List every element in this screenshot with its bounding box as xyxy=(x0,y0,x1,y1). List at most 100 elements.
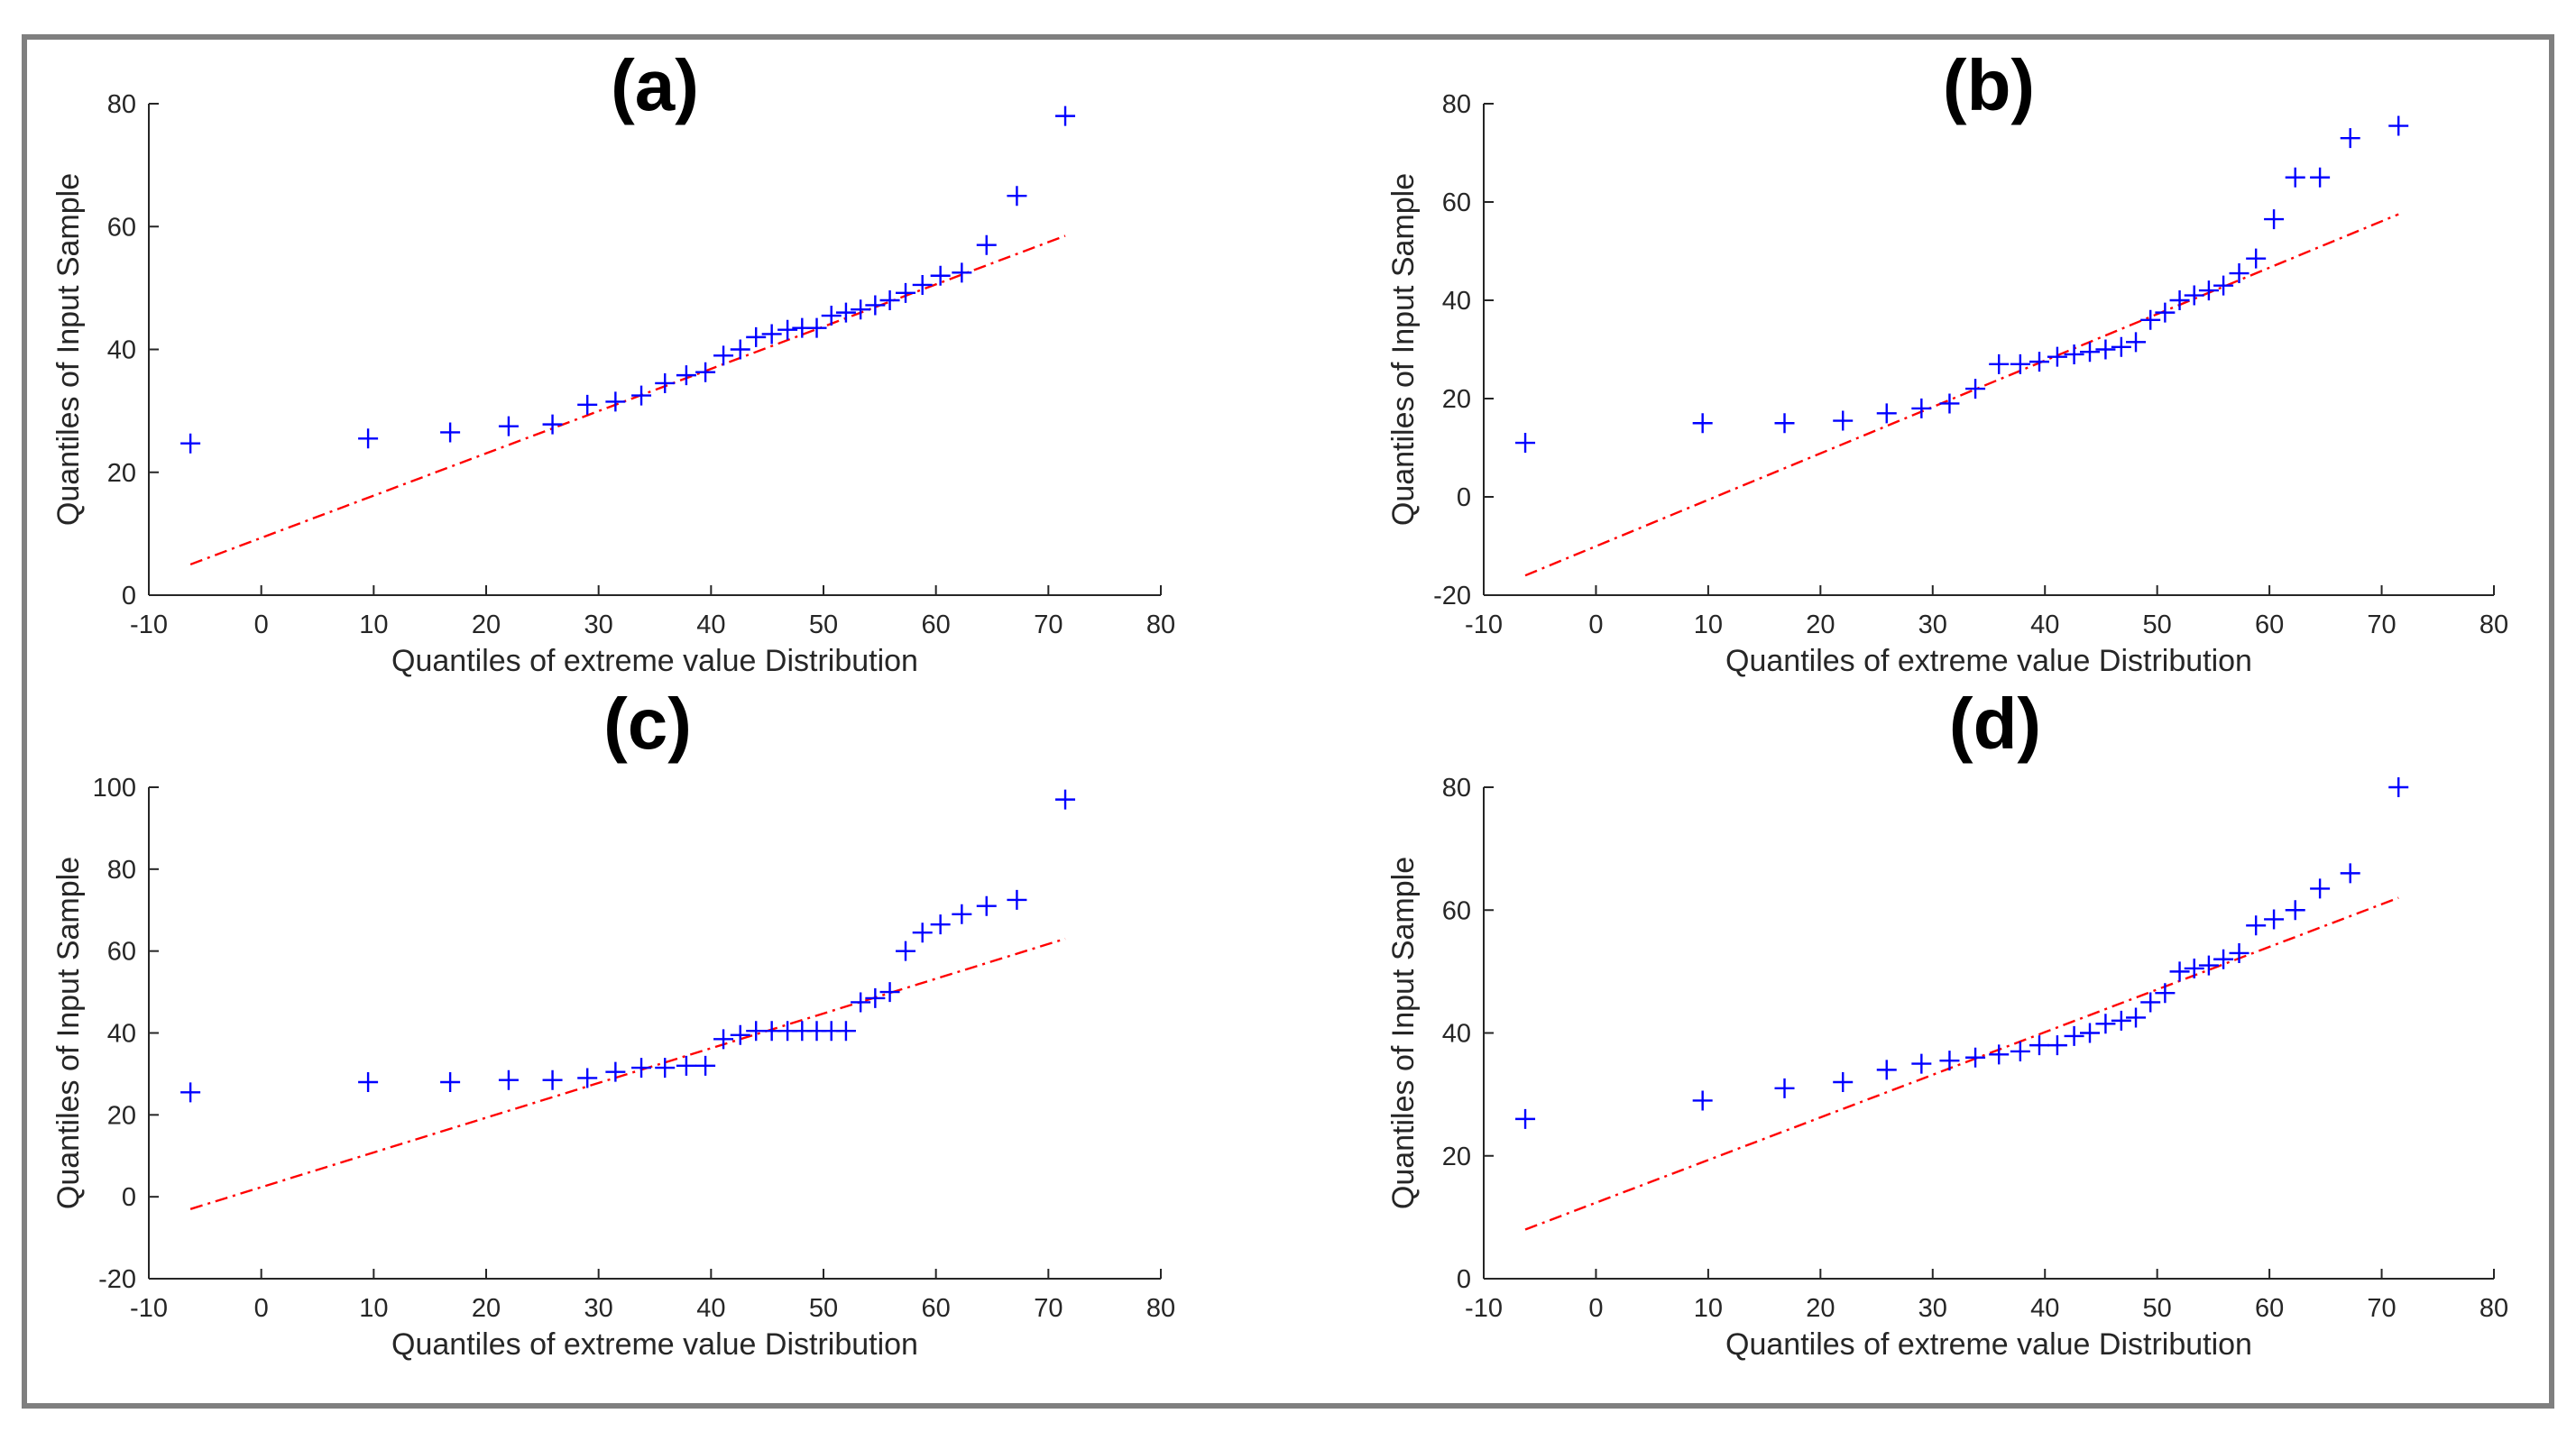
panel-title: (a) xyxy=(611,45,699,125)
y-tick-label: 20 xyxy=(1442,385,1471,414)
y-tick-label: 20 xyxy=(1442,1143,1471,1171)
data-point-marker xyxy=(577,394,598,415)
data-point-marker xyxy=(1939,393,1960,414)
data-point-marker xyxy=(1833,410,1854,431)
data-point-marker xyxy=(865,295,886,316)
data-point-marker xyxy=(976,895,997,916)
data-point-marker xyxy=(1692,413,1713,434)
data-point-marker xyxy=(912,274,933,295)
data-point-marker xyxy=(498,1069,519,1090)
data-point-marker xyxy=(2340,128,2360,149)
data-point-marker xyxy=(180,1082,201,1103)
data-point-marker xyxy=(1965,1047,1986,1068)
data-point-marker xyxy=(2029,1035,2049,1056)
x-tick-label: 20 xyxy=(472,610,501,639)
data-point-marker xyxy=(1989,353,2010,374)
data-point-marker xyxy=(952,904,972,924)
y-tick-label: 60 xyxy=(1442,188,1471,217)
x-tick-label: 80 xyxy=(2479,1294,2508,1323)
data-point-marker xyxy=(676,1055,696,1076)
x-tick-label: 30 xyxy=(1918,610,1947,639)
x-tick-label: -10 xyxy=(1465,610,1503,639)
data-point-marker xyxy=(896,282,916,303)
y-tick-label: 80 xyxy=(107,90,136,119)
y-axis-label: Quantiles of Input Sample xyxy=(1386,857,1421,1209)
x-tick-label: -10 xyxy=(1465,1294,1503,1323)
x-tick-label: 40 xyxy=(2030,1294,2059,1323)
y-tick-label: 40 xyxy=(107,336,136,365)
x-tick-label: 10 xyxy=(359,1294,388,1323)
figure-frame xyxy=(22,34,2554,1409)
data-point-marker xyxy=(2095,1014,2116,1034)
x-axis-label: Quantiles of extreme value Distribution xyxy=(391,1327,918,1362)
data-point-marker xyxy=(777,319,798,340)
panel-title: (d) xyxy=(1949,684,2041,764)
x-tick-label: 10 xyxy=(1694,1294,1723,1323)
x-tick-label: -10 xyxy=(130,1294,168,1323)
x-tick-label: 50 xyxy=(2143,610,2172,639)
data-point-marker xyxy=(631,385,652,406)
data-point-marker xyxy=(1876,403,1897,424)
data-point-marker xyxy=(1876,1060,1897,1080)
y-tick-label: 60 xyxy=(107,938,136,967)
y-tick-label: 60 xyxy=(107,213,136,242)
data-point-marker xyxy=(2140,309,2161,330)
data-point-marker xyxy=(695,1055,716,1076)
x-tick-label: 60 xyxy=(2255,610,2284,639)
data-point-marker xyxy=(1833,1072,1854,1092)
data-point-marker xyxy=(879,982,900,1003)
x-tick-label: 70 xyxy=(1034,1294,1063,1323)
data-point-marker xyxy=(2388,777,2409,797)
x-tick-label: 20 xyxy=(472,1294,501,1323)
data-point-marker xyxy=(2169,290,2190,310)
x-tick-label: 30 xyxy=(1918,1294,1947,1323)
data-point-marker xyxy=(2229,263,2249,284)
data-point-marker xyxy=(730,1024,750,1045)
y-tick-label: 0 xyxy=(122,582,136,610)
data-point-marker xyxy=(2126,332,2147,353)
data-point-marker xyxy=(713,1029,734,1050)
data-point-marker xyxy=(1007,186,1027,207)
data-point-marker xyxy=(912,923,933,943)
x-tick-label: 80 xyxy=(1146,610,1175,639)
panel-title: (c) xyxy=(603,684,692,764)
y-axis-label: Quantiles of Input Sample xyxy=(51,857,86,1209)
data-point-marker xyxy=(1939,1051,1960,1071)
x-tick-label: 60 xyxy=(922,1294,951,1323)
qq-panel-3: -10 0 10 20 30 40 50 60 70 80 -20 0 20 40 60 80 100 Quant… xyxy=(51,684,1175,1362)
x-tick-label: 60 xyxy=(922,610,951,639)
data-point-marker xyxy=(2184,285,2204,306)
data-point-marker xyxy=(1989,1044,2010,1065)
data-point-marker xyxy=(730,339,750,360)
data-point-marker xyxy=(1007,889,1027,910)
data-point-marker xyxy=(2213,275,2234,296)
data-point-marker xyxy=(440,422,461,443)
data-point-marker xyxy=(746,326,767,347)
data-point-marker xyxy=(879,290,900,310)
data-point-marker xyxy=(1911,398,1932,418)
data-point-marker xyxy=(1692,1090,1713,1111)
y-tick-label: 40 xyxy=(1442,287,1471,316)
x-tick-label: 50 xyxy=(2143,1294,2172,1323)
data-point-marker xyxy=(542,414,563,435)
x-tick-label: 10 xyxy=(1694,610,1723,639)
data-point-marker xyxy=(2080,1023,2100,1043)
data-point-marker xyxy=(2198,280,2219,301)
y-tick-label: 40 xyxy=(1442,1020,1471,1049)
data-point-marker xyxy=(2111,336,2131,357)
x-tick-label: 70 xyxy=(2367,610,2396,639)
x-tick-label: 60 xyxy=(2255,1294,2284,1323)
data-point-marker xyxy=(2184,958,2204,978)
data-point-marker xyxy=(2047,1035,2067,1056)
data-point-marker xyxy=(440,1072,461,1092)
data-point-marker xyxy=(2126,1007,2147,1028)
y-tick-label: -20 xyxy=(1433,582,1471,610)
x-tick-label: 30 xyxy=(584,1294,613,1323)
data-point-marker xyxy=(976,234,997,255)
data-point-marker xyxy=(2310,167,2331,188)
x-tick-label: 70 xyxy=(1034,610,1063,639)
data-point-marker xyxy=(1965,379,1986,399)
data-point-marker xyxy=(2064,1025,2084,1046)
data-point-marker xyxy=(2111,1010,2131,1031)
